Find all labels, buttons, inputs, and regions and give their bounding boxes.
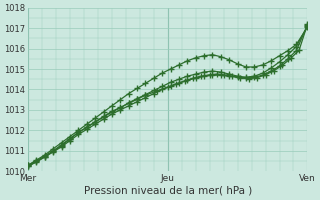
X-axis label: Pression niveau de la mer( hPa ): Pression niveau de la mer( hPa ) xyxy=(84,186,252,196)
